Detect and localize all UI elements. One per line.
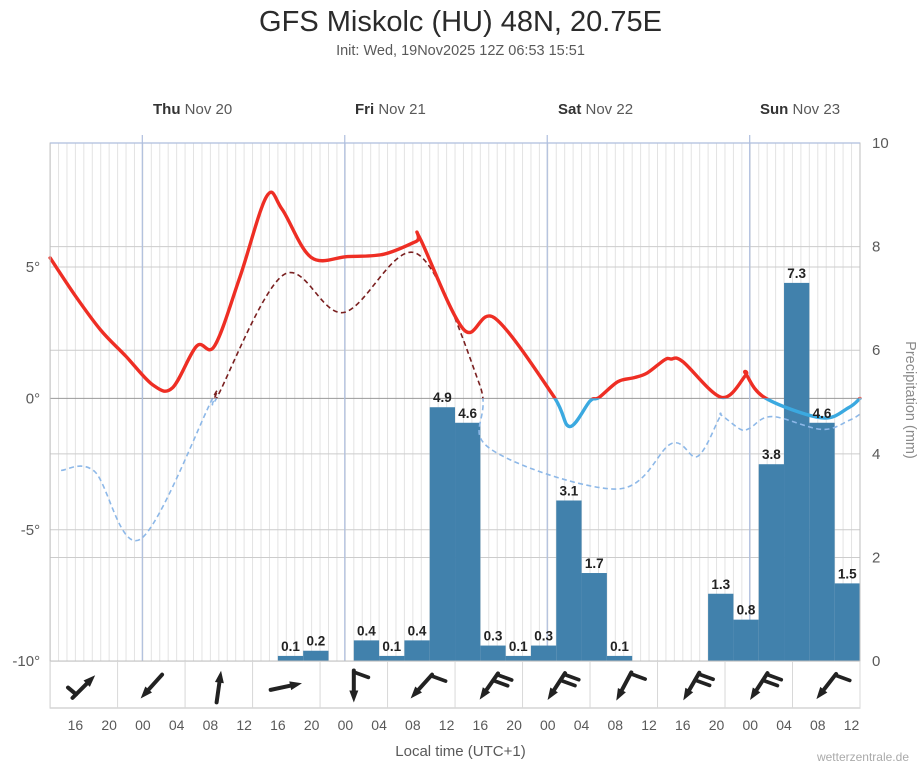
svg-text:0.1: 0.1 [610,639,629,654]
svg-text:7.3: 7.3 [787,266,806,281]
svg-text:0.2: 0.2 [306,634,325,649]
svg-text:00: 00 [540,717,556,733]
svg-text:04: 04 [169,717,185,733]
svg-text:0.8: 0.8 [737,603,756,618]
svg-text:2: 2 [872,549,880,566]
svg-text:08: 08 [810,717,826,733]
svg-text:16: 16 [270,717,286,733]
svg-text:0.4: 0.4 [408,623,427,638]
svg-text:0.1: 0.1 [281,639,300,654]
svg-text:-10°: -10° [12,653,40,670]
svg-text:08: 08 [203,717,219,733]
svg-text:0: 0 [872,653,880,670]
svg-text:0.4: 0.4 [357,623,376,638]
svg-text:4.6: 4.6 [458,406,477,421]
svg-text:12: 12 [236,717,252,733]
svg-text:16: 16 [675,717,691,733]
svg-text:8: 8 [872,239,880,256]
svg-text:04: 04 [574,717,590,733]
svg-text:00: 00 [338,717,354,733]
svg-text:08: 08 [405,717,421,733]
svg-text:00: 00 [743,717,759,733]
svg-text:10: 10 [872,135,889,152]
svg-text:20: 20 [304,717,320,733]
svg-text:12: 12 [439,717,455,733]
svg-text:4.6: 4.6 [813,406,832,421]
svg-text:6: 6 [872,342,880,359]
svg-text:0°: 0° [26,390,40,407]
svg-text:1.7: 1.7 [585,556,604,571]
svg-text:20: 20 [101,717,117,733]
svg-text:12: 12 [641,717,657,733]
svg-text:3.8: 3.8 [762,447,781,462]
svg-text:0.3: 0.3 [534,629,553,644]
svg-text:0.3: 0.3 [484,629,503,644]
svg-text:20: 20 [709,717,725,733]
svg-text:0.1: 0.1 [509,639,528,654]
svg-text:00: 00 [135,717,151,733]
svg-text:-5°: -5° [21,522,40,539]
svg-text:04: 04 [371,717,387,733]
svg-text:08: 08 [608,717,624,733]
svg-text:3.1: 3.1 [560,483,579,498]
svg-text:16: 16 [68,717,84,733]
svg-text:12: 12 [844,717,860,733]
svg-text:Precipitation (mm): Precipitation (mm) [902,341,918,459]
svg-text:1.5: 1.5 [838,566,857,581]
svg-text:04: 04 [776,717,792,733]
svg-text:5°: 5° [26,259,40,276]
svg-text:20: 20 [506,717,522,733]
svg-text:4: 4 [872,446,880,463]
svg-text:0.1: 0.1 [382,639,401,654]
svg-text:4.9: 4.9 [433,390,452,405]
svg-text:16: 16 [473,717,489,733]
svg-text:1.3: 1.3 [711,577,730,592]
